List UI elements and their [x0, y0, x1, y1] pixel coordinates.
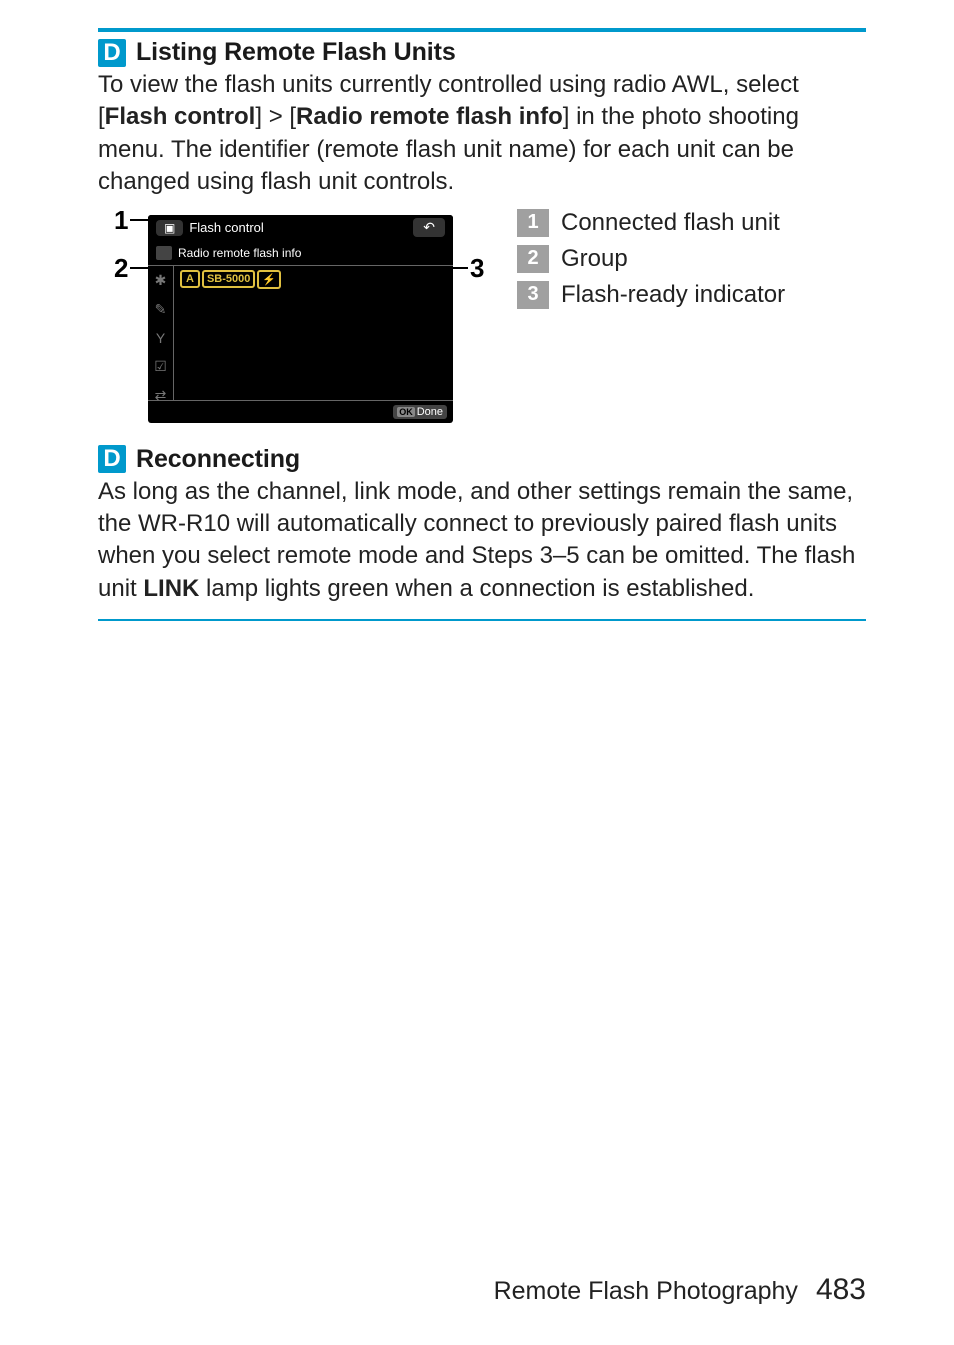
sidebar-icon-4: ⇄: [155, 387, 167, 404]
shot-title: Flash control: [189, 220, 263, 235]
page-root: D Listing Remote Flash Units To view the…: [0, 0, 954, 1345]
camera-icon: [156, 246, 172, 260]
section1-title: Listing Remote Flash Units: [136, 38, 456, 67]
camera-screenshot: ▣ Flash control ↶ Radio remote flash inf…: [148, 215, 453, 423]
ok-done-badge: OK Done: [393, 405, 447, 419]
playback-icon: ▣: [156, 220, 183, 236]
radio-remote-bold: Radio remote flash info: [296, 103, 563, 130]
chip-sb-5000: SB-5000: [202, 270, 255, 288]
callout-2: 2: [114, 253, 128, 284]
section1-head: D Listing Remote Flash Units: [98, 38, 866, 67]
shot-main-area: ✱ ✎ Y ☑ ⇄ A SB-5000 ⚡: [148, 265, 453, 401]
top-rule: [98, 28, 866, 32]
done-text: Done: [417, 406, 443, 418]
text-mid1: ] > [: [255, 103, 296, 130]
section2-paragraph: As long as the channel, link mode, and o…: [98, 476, 866, 606]
legend-label-2: Group: [561, 245, 628, 273]
footer-page-number: 483: [816, 1273, 866, 1307]
chip-group-a: A: [180, 270, 200, 288]
legend-num-1: 1: [517, 209, 549, 237]
legend-row-2: 2 Group: [517, 245, 866, 273]
legend-row-1: 1 Connected flash unit: [517, 209, 866, 237]
chip-ready-icon: ⚡: [257, 270, 281, 289]
footer-title: Remote Flash Photography: [494, 1277, 798, 1306]
callout-3: 3: [470, 253, 484, 284]
figure-wrap: 1 2 3 ▣ Flash control ↶ Radio remote fla…: [98, 207, 493, 435]
sec2-text-post: lamp lights green when a connection is e…: [199, 575, 754, 602]
link-bold: LINK: [143, 575, 199, 602]
legend-label-1: Connected flash unit: [561, 209, 780, 237]
callout-1: 1: [114, 205, 128, 236]
legend: 1 Connected flash unit 2 Group 3 Flash-r…: [517, 207, 866, 317]
sidebar-icon-1: ✎: [155, 301, 167, 318]
warning-d-icon: D: [98, 39, 126, 67]
figure-legend-row: 1 2 3 ▣ Flash control ↶ Radio remote fla…: [98, 207, 866, 435]
shot-subtitle-row: Radio remote flash info: [148, 241, 453, 265]
warning-d-icon-2: D: [98, 445, 126, 473]
legend-row-3: 3 Flash-ready indicator: [517, 281, 866, 309]
section2-title: Reconnecting: [136, 445, 300, 474]
sidebar-icon-2: Y: [156, 330, 165, 346]
legend-label-3: Flash-ready indicator: [561, 281, 785, 309]
section1-paragraph: To view the flash units currently contro…: [98, 69, 866, 199]
legend-num-3: 3: [517, 281, 549, 309]
shot-sidebar: ✱ ✎ Y ☑ ⇄: [148, 266, 174, 400]
shot-footer: OK Done: [148, 401, 453, 423]
shot-subtitle: Radio remote flash info: [178, 246, 301, 260]
ok-badge: OK: [397, 407, 415, 417]
flash-chip-row: A SB-5000 ⚡: [180, 270, 281, 289]
legend-num-2: 2: [517, 245, 549, 273]
section2-head: D Reconnecting: [98, 445, 866, 474]
back-icon: ↶: [413, 218, 445, 237]
bottom-rule: [98, 619, 866, 621]
flash-control-bold: Flash control: [105, 103, 256, 130]
shot-top-bar: ▣ Flash control ↶: [148, 215, 453, 241]
sidebar-icon-0: ✱: [155, 272, 167, 289]
sidebar-icon-3: ☑: [154, 358, 167, 375]
page-footer: Remote Flash Photography 483: [98, 1273, 866, 1307]
